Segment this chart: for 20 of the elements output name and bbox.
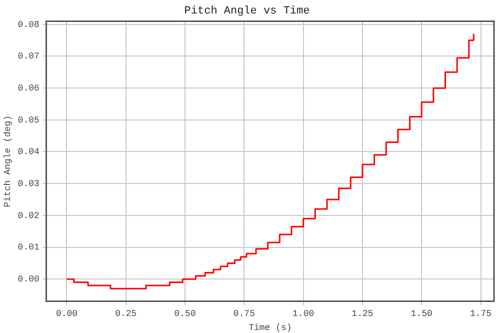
- x-tick-label: 0.75: [233, 309, 255, 320]
- y-tick-label: 0.07: [18, 52, 40, 62]
- y-tick-label: 0.05: [18, 115, 40, 126]
- y-axis-title: Pitch Angle (deg): [2, 115, 13, 208]
- y-tick-label: 0.08: [18, 20, 40, 30]
- x-tick-label: 1.75: [470, 309, 492, 320]
- x-tick-label: 1.25: [352, 309, 374, 320]
- x-tick-label: 1.50: [410, 309, 432, 320]
- y-tick-label: 0.01: [18, 242, 40, 253]
- x-axis-title: Time (s): [248, 322, 292, 333]
- y-tick-label: 0.04: [18, 147, 40, 158]
- y-tick-label: 0.02: [18, 210, 40, 221]
- y-tick-label: 0.00: [18, 274, 40, 284]
- y-tick-label: 0.06: [18, 83, 40, 94]
- x-tick-label: 0.00: [56, 309, 78, 320]
- x-tick-label: 0.50: [174, 309, 196, 320]
- x-tick-label: 1.00: [292, 309, 314, 320]
- x-tick-label: 0.25: [115, 309, 137, 320]
- y-tick-label: 0.03: [18, 178, 40, 189]
- chart-title: Pitch Angle vs Time: [184, 6, 310, 18]
